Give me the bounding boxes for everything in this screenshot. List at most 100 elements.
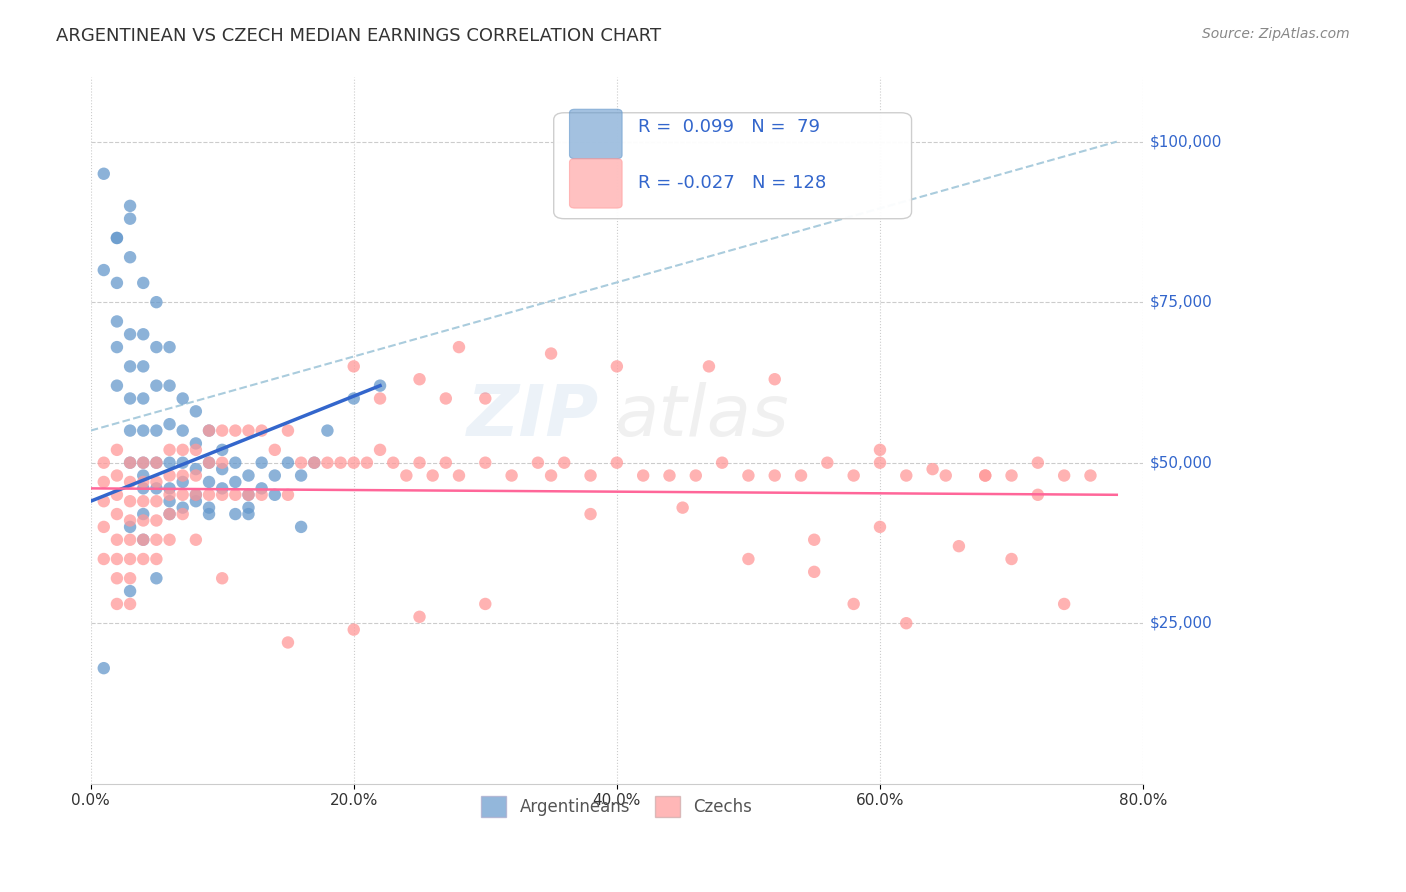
Point — [93, 494, 115, 508]
Point — [120, 327, 142, 342]
Point — [224, 424, 246, 438]
Point — [579, 507, 602, 521]
Point — [211, 456, 233, 470]
Point — [93, 520, 115, 534]
Point — [120, 392, 142, 406]
Point — [395, 468, 418, 483]
FancyBboxPatch shape — [554, 112, 911, 219]
Point — [159, 507, 181, 521]
Point — [184, 468, 207, 483]
Point — [93, 167, 115, 181]
Point — [803, 565, 825, 579]
Point — [132, 468, 155, 483]
FancyBboxPatch shape — [569, 159, 621, 208]
Point — [145, 513, 167, 527]
Point — [105, 378, 128, 392]
Point — [105, 468, 128, 483]
Point — [224, 456, 246, 470]
Point — [184, 442, 207, 457]
Point — [447, 468, 470, 483]
Point — [540, 346, 562, 360]
FancyBboxPatch shape — [569, 109, 621, 159]
Point — [120, 513, 142, 527]
Point — [93, 263, 115, 277]
Point — [132, 507, 155, 521]
Point — [316, 456, 339, 470]
Point — [159, 378, 181, 392]
Point — [447, 340, 470, 354]
Point — [1000, 468, 1022, 483]
Point — [184, 462, 207, 476]
Text: $50,000: $50,000 — [1150, 455, 1212, 470]
Point — [105, 442, 128, 457]
Point — [238, 488, 260, 502]
Text: R =  0.099   N =  79: R = 0.099 N = 79 — [638, 118, 820, 136]
Point — [238, 424, 260, 438]
Point — [238, 507, 260, 521]
Point — [145, 424, 167, 438]
Point — [198, 475, 221, 489]
Point — [869, 456, 891, 470]
Point — [368, 392, 391, 406]
Point — [105, 340, 128, 354]
Point — [132, 276, 155, 290]
Text: atlas: atlas — [614, 382, 789, 451]
Point — [606, 456, 628, 470]
Point — [896, 616, 918, 631]
Point — [132, 533, 155, 547]
Point — [290, 456, 312, 470]
Point — [737, 468, 759, 483]
Point — [105, 571, 128, 585]
Point — [211, 482, 233, 496]
Point — [198, 424, 221, 438]
Point — [172, 488, 194, 502]
Point — [316, 424, 339, 438]
Point — [145, 340, 167, 354]
Point — [606, 359, 628, 374]
Point — [527, 456, 550, 470]
Point — [224, 488, 246, 502]
Point — [120, 552, 142, 566]
Point — [93, 456, 115, 470]
Point — [145, 456, 167, 470]
Point — [198, 424, 221, 438]
Point — [184, 533, 207, 547]
Point — [159, 533, 181, 547]
Point — [198, 488, 221, 502]
Point — [159, 417, 181, 432]
Point — [474, 597, 496, 611]
Point — [184, 494, 207, 508]
Point — [198, 500, 221, 515]
Point — [974, 468, 997, 483]
Text: R = -0.027   N = 128: R = -0.027 N = 128 — [638, 174, 827, 193]
Point — [803, 533, 825, 547]
Point — [172, 442, 194, 457]
Point — [172, 456, 194, 470]
Point — [105, 597, 128, 611]
Point — [198, 507, 221, 521]
Point — [277, 635, 299, 649]
Point — [145, 475, 167, 489]
Point — [132, 359, 155, 374]
Point — [579, 468, 602, 483]
Point — [238, 468, 260, 483]
Point — [184, 488, 207, 502]
Point — [343, 359, 366, 374]
Point — [159, 442, 181, 457]
Point — [685, 468, 707, 483]
Point — [422, 468, 444, 483]
Point — [132, 533, 155, 547]
Point — [408, 372, 430, 386]
Point — [277, 456, 299, 470]
Point — [238, 488, 260, 502]
Point — [250, 482, 273, 496]
Point — [198, 456, 221, 470]
Point — [540, 468, 562, 483]
Point — [145, 571, 167, 585]
Point — [343, 392, 366, 406]
Point — [120, 250, 142, 264]
Point — [105, 552, 128, 566]
Point — [159, 507, 181, 521]
Point — [290, 520, 312, 534]
Point — [790, 468, 813, 483]
